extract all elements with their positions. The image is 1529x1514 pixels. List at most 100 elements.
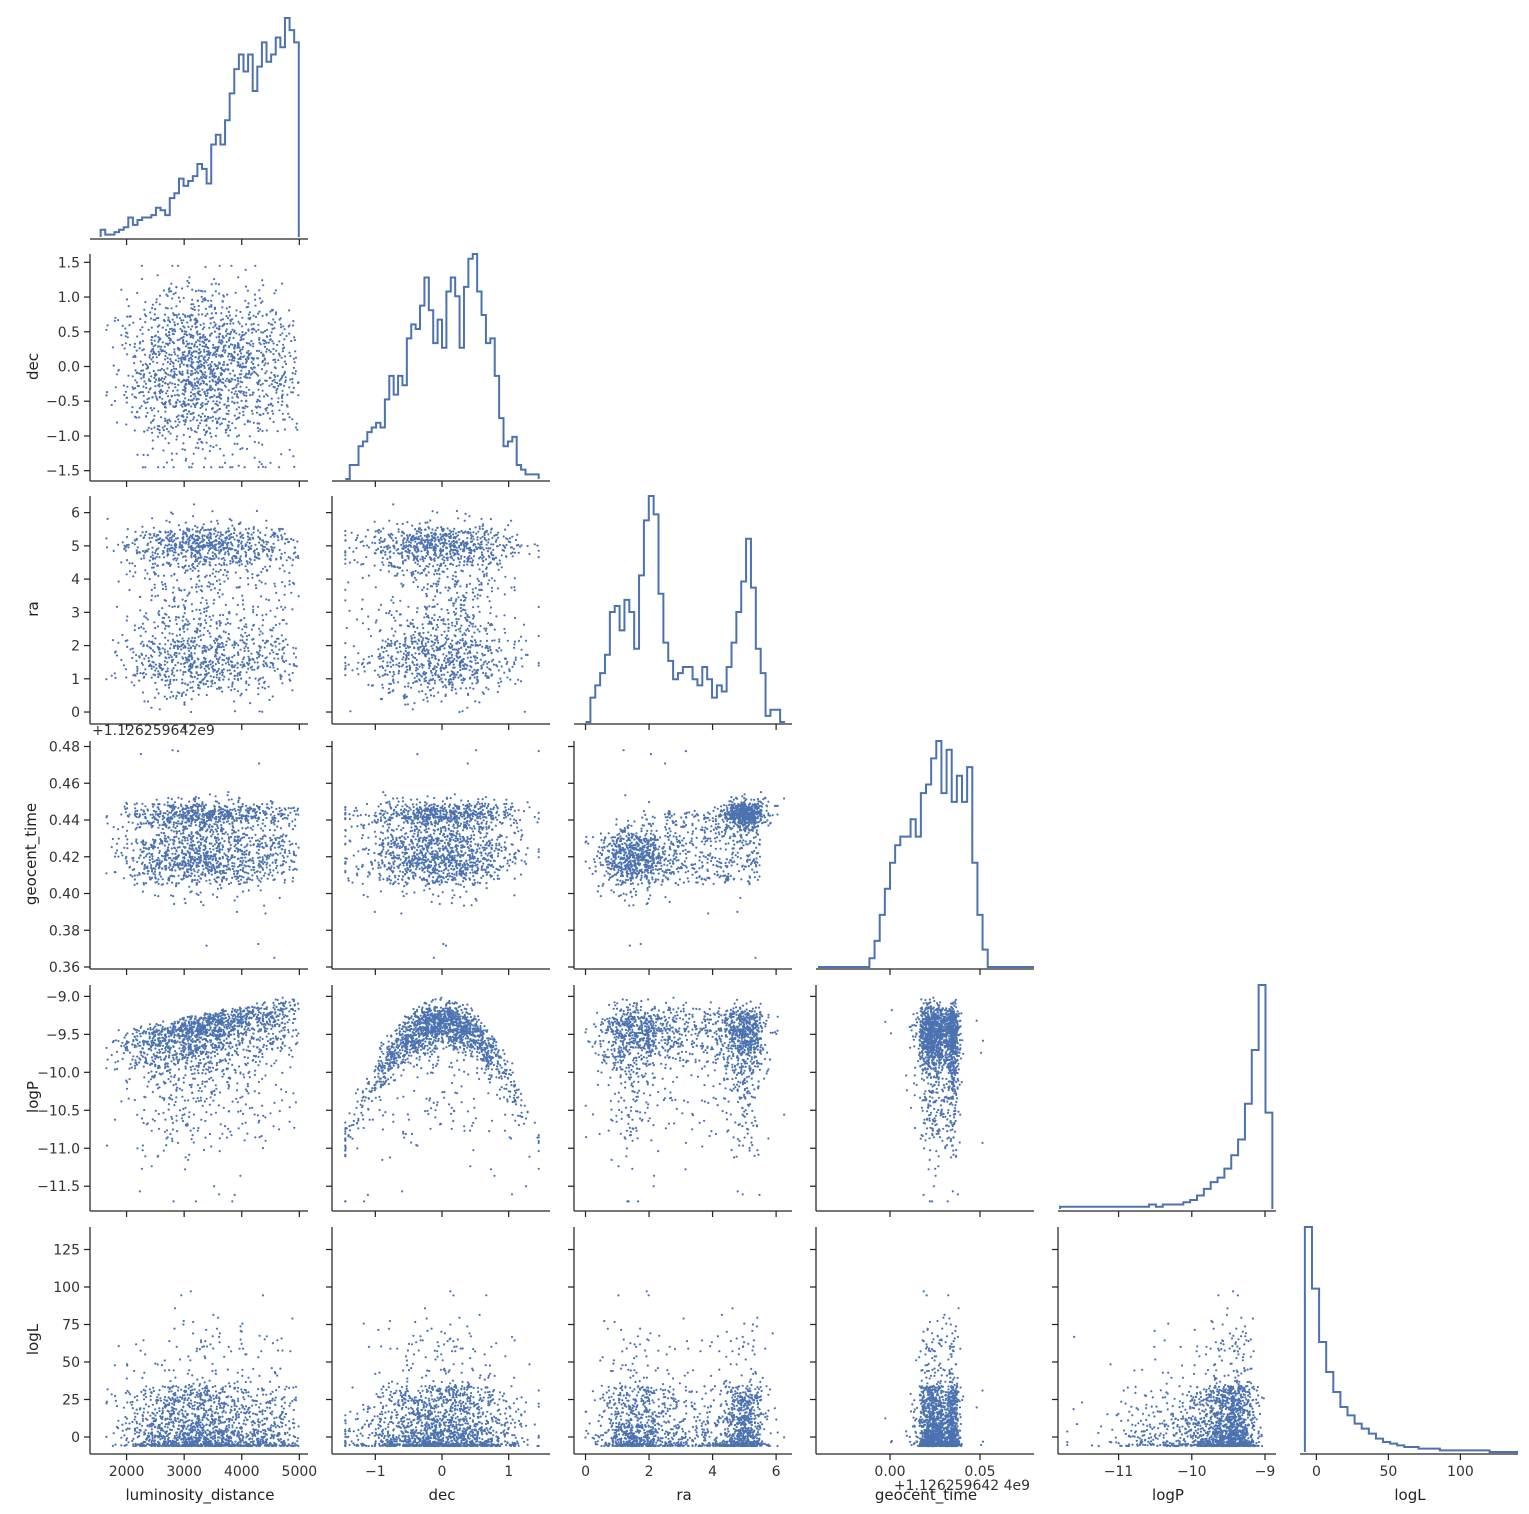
- scatter-point: [401, 569, 404, 572]
- scatter-point: [356, 536, 359, 540]
- scatter-point: [144, 654, 148, 657]
- scatter-point: [181, 380, 184, 383]
- scatter-point: [163, 313, 166, 316]
- scatter-point: [161, 390, 164, 393]
- scatter-point: [352, 550, 355, 553]
- scatter-point: [150, 343, 154, 346]
- scatter-point: [392, 503, 395, 506]
- scatter-point: [274, 585, 277, 588]
- scatter-point: [228, 338, 231, 341]
- scatter-point: [150, 566, 154, 569]
- scatter-point: [227, 678, 230, 681]
- scatter-point: [428, 539, 431, 542]
- scatter-point: [259, 677, 262, 680]
- scatter-point: [152, 673, 155, 676]
- scatter-point: [428, 620, 431, 623]
- scatter-point: [242, 641, 245, 644]
- scatter-point: [166, 534, 169, 537]
- scatter-point: [392, 601, 395, 604]
- scatter-point: [183, 652, 186, 655]
- scatter-point: [212, 675, 215, 679]
- scatter-point: [453, 585, 456, 588]
- scatter-point: [499, 677, 502, 680]
- scatter-point: [427, 640, 430, 644]
- scatter-point: [253, 440, 256, 444]
- scatter-point: [222, 417, 225, 421]
- scatter-point: [273, 657, 276, 660]
- scatter-point: [288, 571, 291, 575]
- scatter-point: [158, 425, 161, 428]
- scatter-point: [265, 313, 268, 316]
- scatter-point: [231, 343, 234, 346]
- scatter-point: [145, 415, 148, 418]
- scatter-point: [229, 541, 232, 544]
- scatter-point: [176, 691, 179, 694]
- scatter-point: [417, 560, 420, 563]
- scatter-point: [196, 564, 199, 568]
- scatter-point: [265, 639, 268, 642]
- scatter-point: [288, 332, 291, 335]
- scatter-point: [239, 576, 242, 580]
- scatter-point: [450, 562, 453, 565]
- scatter-point: [230, 689, 233, 692]
- scatter-point: [435, 572, 439, 575]
- scatter-point: [455, 673, 458, 676]
- scatter-point: [272, 542, 275, 545]
- scatter-point: [260, 301, 263, 304]
- scatter-point: [457, 517, 460, 520]
- scatter-point: [488, 579, 491, 582]
- scatter-point: [402, 539, 405, 542]
- scatter-point: [430, 671, 433, 674]
- scatter-point: [408, 534, 411, 537]
- scatter-point: [140, 626, 143, 629]
- scatter-point: [481, 527, 484, 531]
- scatter-point: [174, 420, 177, 423]
- scatter-point: [245, 394, 248, 397]
- scatter-point: [451, 563, 455, 566]
- scatter-point: [193, 384, 197, 387]
- scatter-point: [257, 651, 260, 654]
- scatter-point: [415, 532, 418, 535]
- scatter-point: [132, 575, 135, 578]
- scatter-point: [421, 690, 424, 693]
- scatter-point: [217, 382, 220, 385]
- scatter-point: [228, 358, 231, 361]
- scatter-point: [278, 567, 281, 570]
- scatter-point: [511, 551, 514, 554]
- scatter-point: [204, 418, 208, 421]
- scatter-point: [265, 598, 268, 601]
- scatter-point: [222, 348, 225, 351]
- scatter-point: [514, 538, 518, 542]
- scatter-point: [418, 632, 421, 635]
- scatter-point: [194, 586, 198, 589]
- scatter-point: [416, 672, 419, 675]
- scatter-point: [223, 351, 226, 354]
- scatter-point: [155, 317, 158, 320]
- scatter-point: [275, 349, 278, 352]
- scatter-point: [224, 603, 227, 607]
- scatter-point: [191, 351, 194, 354]
- scatter-point: [279, 326, 283, 329]
- scatter-point: [204, 339, 208, 342]
- scatter-point: [194, 406, 197, 409]
- scatter-point: [224, 623, 227, 626]
- scatter-point: [181, 598, 184, 601]
- scatter-point: [210, 407, 214, 411]
- scatter-point: [447, 618, 450, 621]
- scatter-point: [382, 549, 385, 552]
- scatter-point: [489, 606, 493, 609]
- scatter-point: [199, 406, 202, 410]
- scatter-point: [266, 362, 270, 365]
- scatter-point: [268, 565, 272, 568]
- scatter-point: [243, 394, 246, 397]
- scatter-point: [459, 673, 462, 676]
- scatter-point: [209, 537, 213, 540]
- scatter-point: [148, 640, 151, 643]
- scatter-point: [418, 522, 421, 525]
- scatter-point: [449, 642, 452, 646]
- scatter-point: [222, 645, 225, 648]
- scatter-point: [166, 357, 169, 360]
- scatter-point: [201, 372, 204, 375]
- scatter-point: [258, 395, 261, 398]
- scatter-point: [245, 682, 248, 685]
